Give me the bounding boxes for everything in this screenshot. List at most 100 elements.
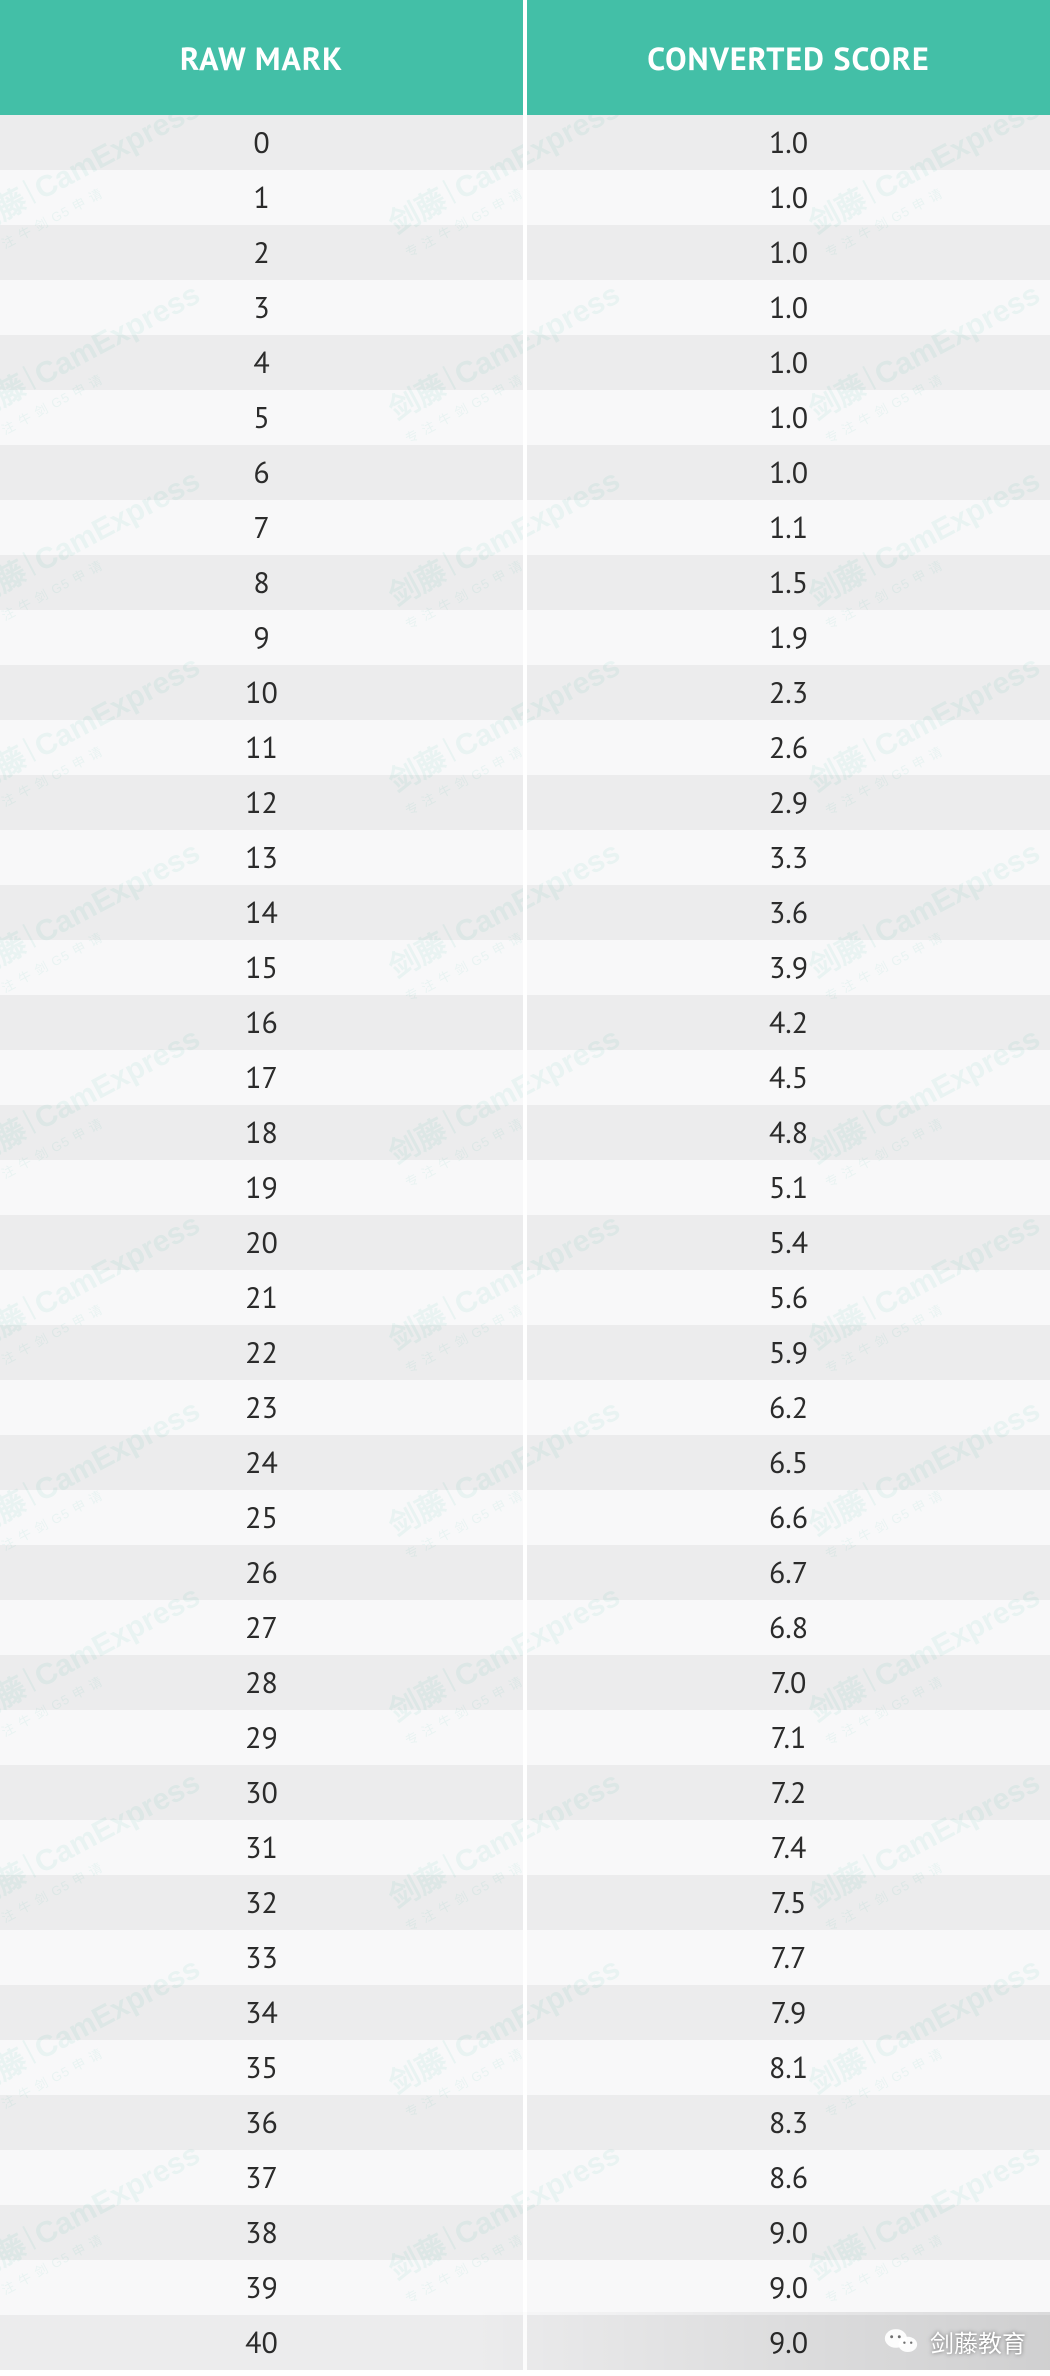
cell-raw-mark: 6 [0,445,525,500]
cell-raw-mark: 24 [0,1435,525,1490]
cell-raw-mark: 39 [0,2260,525,2315]
cell-converted-score: 4.5 [525,1050,1050,1105]
cell-converted-score: 1.5 [525,555,1050,610]
cell-raw-mark: 17 [0,1050,525,1105]
table-row: 61.0 [0,445,1050,500]
table-row: 31.0 [0,280,1050,335]
table-row: 91.9 [0,610,1050,665]
cell-raw-mark: 9 [0,610,525,665]
cell-converted-score: 6.2 [525,1380,1050,1435]
cell-converted-score: 7.5 [525,1875,1050,1930]
table-row: 51.0 [0,390,1050,445]
cell-raw-mark: 5 [0,390,525,445]
cell-converted-score: 1.9 [525,610,1050,665]
cell-raw-mark: 13 [0,830,525,885]
cell-raw-mark: 20 [0,1215,525,1270]
cell-converted-score: 8.1 [525,2040,1050,2095]
cell-converted-score: 4.2 [525,995,1050,1050]
cell-converted-score: 5.1 [525,1160,1050,1215]
table-row: 347.9 [0,1985,1050,2040]
table-row: 358.1 [0,2040,1050,2095]
cell-converted-score: 2.6 [525,720,1050,775]
cell-converted-score: 1.0 [525,335,1050,390]
cell-raw-mark: 30 [0,1765,525,1820]
cell-converted-score: 7.4 [525,1820,1050,1875]
cell-converted-score: 1.0 [525,445,1050,500]
cell-converted-score: 1.0 [525,390,1050,445]
cell-converted-score: 9.0 [525,2260,1050,2315]
footer-caption: 剑藤教育 [0,2312,1050,2370]
cell-converted-score: 1.1 [525,500,1050,555]
table-row: 317.4 [0,1820,1050,1875]
table-row: 256.6 [0,1490,1050,1545]
table-row: 71.1 [0,500,1050,555]
cell-converted-score: 6.5 [525,1435,1050,1490]
cell-raw-mark: 38 [0,2205,525,2260]
table-row: 112.6 [0,720,1050,775]
cell-raw-mark: 0 [0,115,525,170]
cell-raw-mark: 27 [0,1600,525,1655]
conversion-table: RAW MARK CONVERTED SCORE 01.011.021.031.… [0,0,1050,2370]
cell-raw-mark: 11 [0,720,525,775]
cell-raw-mark: 35 [0,2040,525,2095]
table-row: 184.8 [0,1105,1050,1160]
cell-raw-mark: 19 [0,1160,525,1215]
cell-raw-mark: 23 [0,1380,525,1435]
caption-label: 剑藤教育 [930,2324,1026,2359]
cell-raw-mark: 29 [0,1710,525,1765]
table-row: 266.7 [0,1545,1050,1600]
table-row: 307.2 [0,1765,1050,1820]
table-row: 174.5 [0,1050,1050,1105]
table-row: 41.0 [0,335,1050,390]
cell-converted-score: 8.6 [525,2150,1050,2205]
cell-converted-score: 8.3 [525,2095,1050,2150]
cell-raw-mark: 26 [0,1545,525,1600]
cell-raw-mark: 33 [0,1930,525,1985]
cell-converted-score: 3.6 [525,885,1050,940]
table-row: 01.0 [0,115,1050,170]
cell-converted-score: 7.2 [525,1765,1050,1820]
cell-converted-score: 3.9 [525,940,1050,995]
cell-raw-mark: 34 [0,1985,525,2040]
table-row: 337.7 [0,1930,1050,1985]
cell-raw-mark: 8 [0,555,525,610]
cell-raw-mark: 22 [0,1325,525,1380]
cell-raw-mark: 25 [0,1490,525,1545]
cell-raw-mark: 12 [0,775,525,830]
cell-raw-mark: 2 [0,225,525,280]
cell-converted-score: 6.6 [525,1490,1050,1545]
table-row: 153.9 [0,940,1050,995]
col-header-converted: CONVERTED SCORE [525,0,1050,115]
table-row: 297.1 [0,1710,1050,1765]
table-row: 21.0 [0,225,1050,280]
cell-raw-mark: 36 [0,2095,525,2150]
cell-converted-score: 7.7 [525,1930,1050,1985]
cell-converted-score: 1.0 [525,225,1050,280]
table-row: 122.9 [0,775,1050,830]
cell-raw-mark: 10 [0,665,525,720]
cell-converted-score: 2.9 [525,775,1050,830]
table-row: 276.8 [0,1600,1050,1655]
table-body: 01.011.021.031.041.051.061.071.181.591.9… [0,115,1050,2370]
table-row: 205.4 [0,1215,1050,1270]
table-row: 102.3 [0,665,1050,720]
table-row: 368.3 [0,2095,1050,2150]
table-row: 399.0 [0,2260,1050,2315]
cell-converted-score: 3.3 [525,830,1050,885]
cell-converted-score: 4.8 [525,1105,1050,1160]
table-row: 246.5 [0,1435,1050,1490]
table-row: 287.0 [0,1655,1050,1710]
table-row: 378.6 [0,2150,1050,2205]
cell-raw-mark: 15 [0,940,525,995]
cell-converted-score: 7.1 [525,1710,1050,1765]
table-row: 225.9 [0,1325,1050,1380]
table-header: RAW MARK CONVERTED SCORE [0,0,1050,115]
cell-raw-mark: 4 [0,335,525,390]
cell-converted-score: 6.8 [525,1600,1050,1655]
cell-raw-mark: 14 [0,885,525,940]
table-row: 164.2 [0,995,1050,1050]
table-row: 215.6 [0,1270,1050,1325]
cell-raw-mark: 37 [0,2150,525,2205]
cell-raw-mark: 16 [0,995,525,1050]
table-row: 327.5 [0,1875,1050,1930]
